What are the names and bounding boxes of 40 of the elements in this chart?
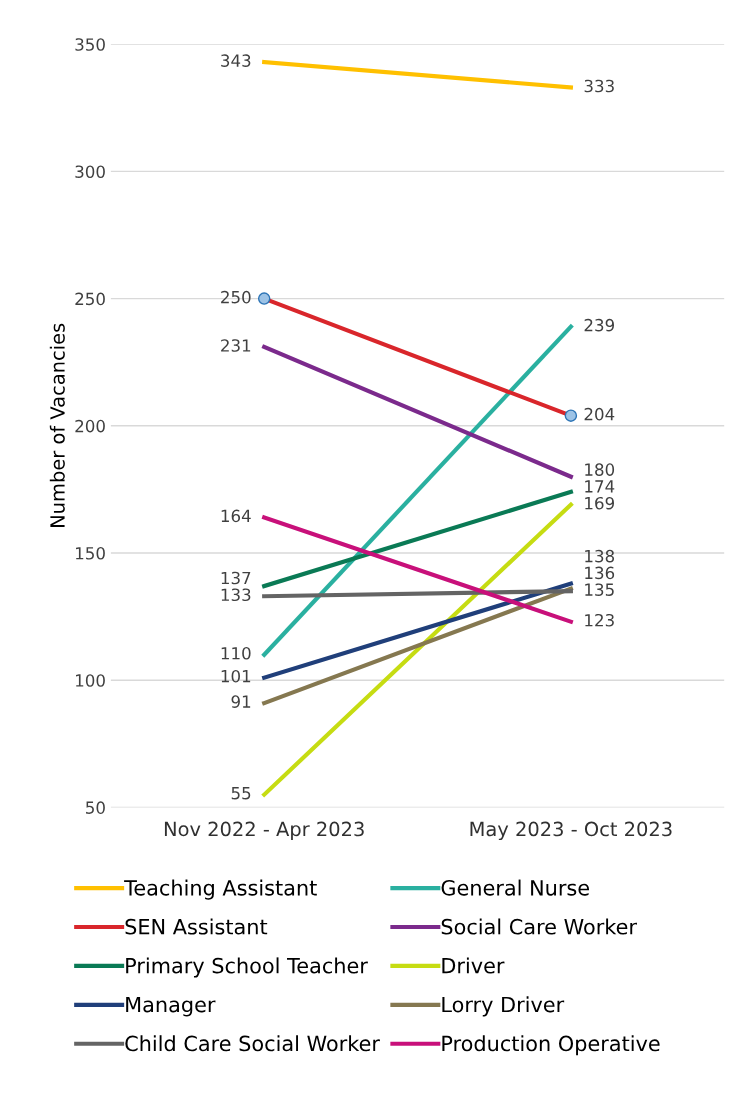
- data-label: 133: [221, 588, 251, 602]
- data-label: 55: [231, 787, 251, 800]
- data-label: 123: [585, 613, 614, 627]
- y-tick-label: 150: [76, 546, 105, 560]
- y-tick-label: 350: [75, 38, 105, 51]
- data-label: 136: [585, 566, 615, 580]
- legend-label: Social Care Worker: [441, 918, 637, 935]
- data-label: 138: [585, 549, 615, 563]
- data-label: 239: [584, 318, 615, 332]
- data-label: 174: [585, 480, 615, 493]
- legend-label: Driver: [442, 957, 505, 974]
- y-tick-label: 200: [75, 419, 105, 433]
- legend-label: Production Operative: [442, 1035, 660, 1056]
- data-label: 169: [585, 496, 615, 510]
- data-label: 204: [584, 407, 615, 421]
- y-tick-label: 250: [75, 292, 105, 306]
- y-axis-title: Number of Vacancies: [49, 323, 65, 527]
- data-label: 343: [221, 54, 251, 67]
- y-tick-label: 100: [76, 674, 105, 687]
- data-label: 135: [585, 583, 614, 596]
- data-label: 231: [221, 339, 251, 352]
- y-tick-label: 50: [86, 801, 105, 814]
- legend-label: General Nurse: [441, 879, 589, 896]
- data-label: 333: [584, 79, 614, 93]
- x-tick-label: Nov 2022 - Apr 2023: [164, 821, 364, 841]
- data-label: 164: [221, 509, 251, 523]
- y-tick-label: 300: [75, 165, 105, 178]
- data-label: 137: [221, 571, 251, 585]
- legend-label: Manager: [126, 996, 216, 1017]
- x-tick-label: May 2023 - Oct 2023: [470, 821, 672, 841]
- data-label: 110: [221, 646, 251, 660]
- data-label: 180: [585, 463, 615, 476]
- legend-label: Teaching Assistant: [124, 879, 317, 900]
- legend-label: Child Care Social Worker: [125, 1035, 380, 1052]
- data-label: 91: [231, 695, 251, 708]
- data-label: 250: [221, 290, 251, 304]
- legend-label: SEN Assistant: [125, 918, 268, 935]
- data-label: 101: [221, 669, 251, 683]
- legend-label: Primary School Teacher: [126, 957, 368, 978]
- legend-label: Lorry Driver: [442, 996, 565, 1017]
